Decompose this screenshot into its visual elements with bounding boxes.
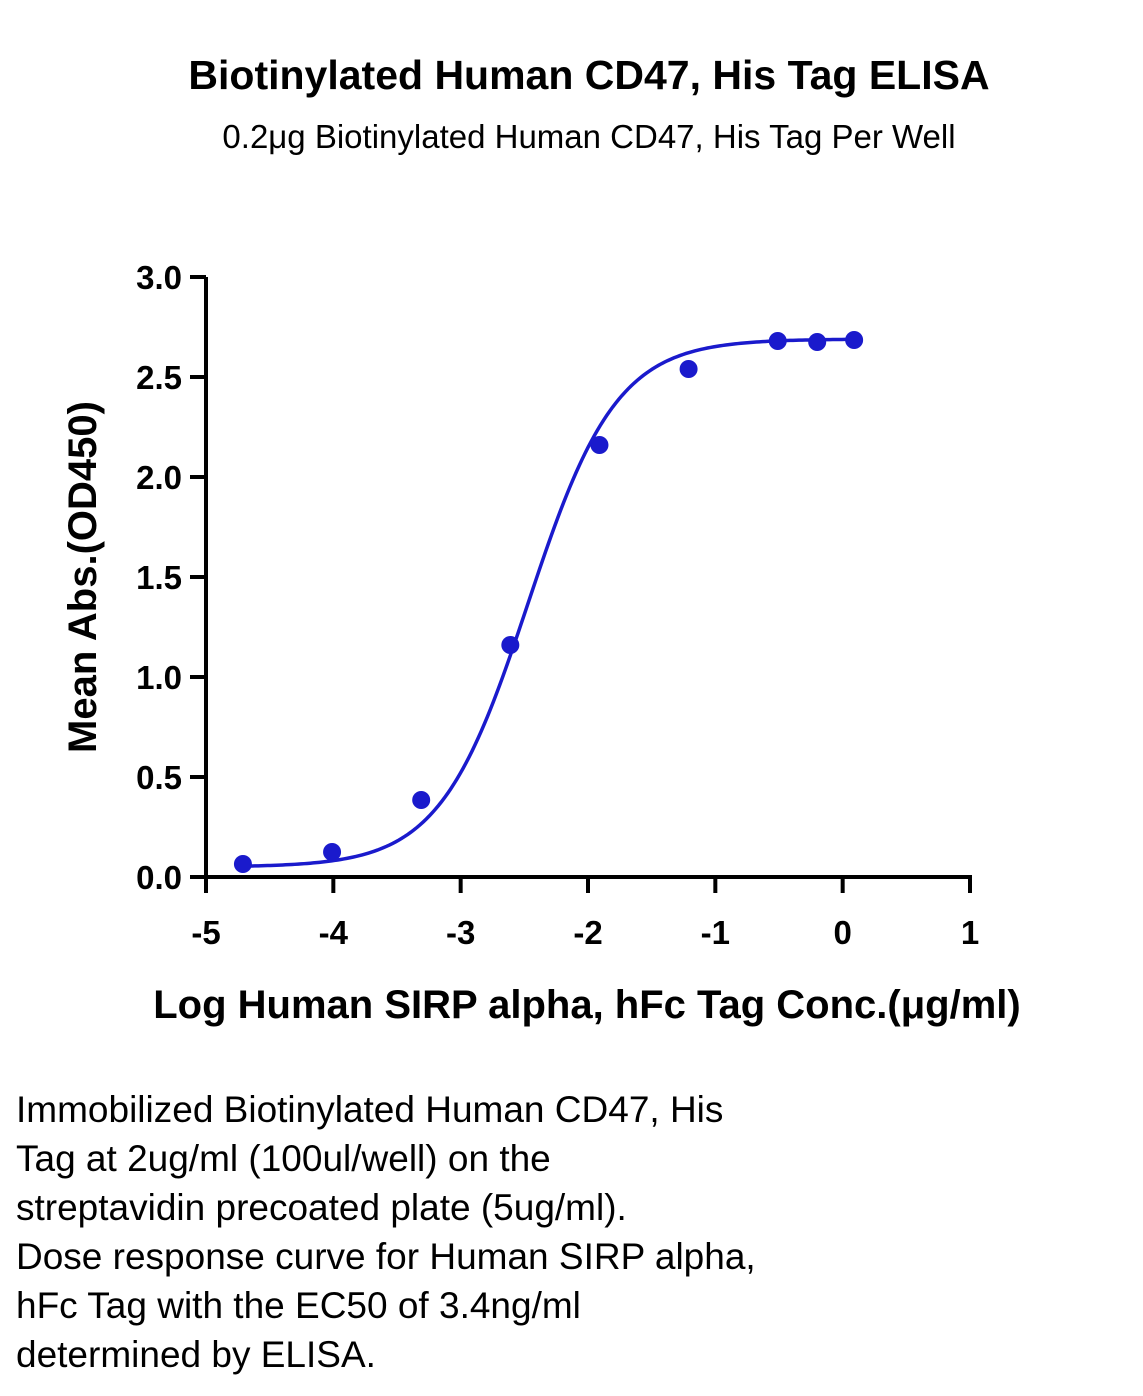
fit-curve <box>242 337 855 868</box>
data-point <box>233 855 252 873</box>
data-point <box>679 360 698 378</box>
elisa-chart: 0.0 0.5 1.0 1.5 2.0 2.5 3.0 -5 -4 -3 -2 -1 0 1 Mean A… <box>61 259 1021 1027</box>
y-tick-label: 1.0 <box>136 659 182 696</box>
axes: 0.0 0.5 1.0 1.5 2.0 2.5 3.0 -5 -4 -3 -2 -1 0 1 <box>136 259 979 951</box>
x-tick-label: -1 <box>701 914 730 951</box>
data-point <box>808 333 827 351</box>
x-tick-label: -3 <box>446 914 475 951</box>
chart-title: Biotinylated Human CD47, His Tag ELISA <box>188 52 990 98</box>
x-tick-label: -5 <box>191 914 220 951</box>
x-tick-label: 1 <box>961 914 979 951</box>
data-point <box>590 436 609 454</box>
y-tick-label: 2.0 <box>136 459 182 496</box>
y-tick-label: 0.0 <box>136 859 182 896</box>
data-point <box>845 331 864 349</box>
x-axis-label: Log Human SIRP alpha, hFc Tag Conc.(μg/m… <box>153 983 1020 1027</box>
chart-subtitle: 0.2μg Biotinylated Human CD47, His Tag P… <box>222 118 956 155</box>
data-points <box>233 331 864 873</box>
y-tick-label: 2.5 <box>136 359 182 396</box>
data-point <box>323 843 342 861</box>
x-tick-label: -2 <box>573 914 602 951</box>
y-tick-label: 3.0 <box>136 259 182 296</box>
figure-caption: Immobilized Biotinylated Human CD47, His… <box>16 1089 756 1375</box>
data-point <box>768 332 787 350</box>
x-tick-label: -4 <box>319 914 349 951</box>
data-point <box>501 636 520 654</box>
y-tick-label: 0.5 <box>136 759 182 796</box>
y-axis-label: Mean Abs.(OD450) <box>61 401 105 753</box>
data-point <box>412 791 431 809</box>
y-tick-label: 1.5 <box>136 559 182 596</box>
x-tick-label: 0 <box>833 914 851 951</box>
